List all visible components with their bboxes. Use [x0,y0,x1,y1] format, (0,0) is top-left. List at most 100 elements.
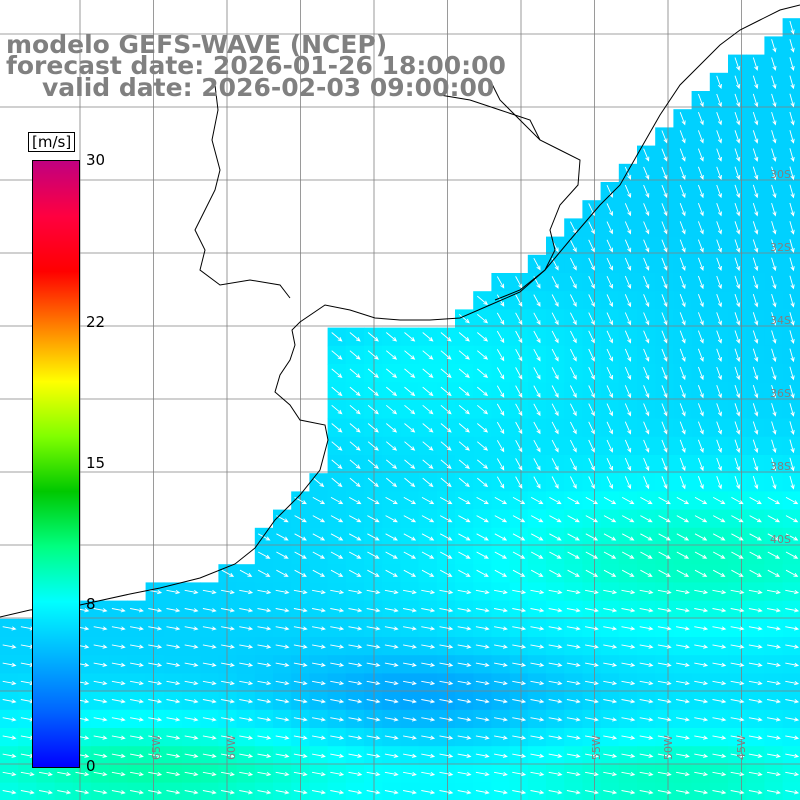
wind-arrow [477,332,489,342]
wind-arrow [257,662,272,667]
wind-arrow [661,421,668,435]
wind-arrow [676,515,690,523]
wind-arrow [148,589,163,595]
wind-arrow [257,771,272,777]
wind-arrow [752,275,759,290]
wind-arrow [512,551,526,559]
wind-arrow [621,551,635,559]
wind-arrow [748,608,763,613]
wind-arrow [694,662,709,667]
wind-arrow [496,458,505,471]
wind-arrow [639,771,654,777]
wind-arrow [734,257,741,272]
wind-arrow [166,699,181,704]
wind-arrow [166,680,181,686]
wind-arrow [221,662,235,667]
wind-arrow [606,385,613,399]
wind-arrow [661,385,668,399]
wind-arrow [330,497,344,505]
wind-arrow [530,589,545,595]
wind-cell [782,91,800,110]
wind-arrow [293,680,308,686]
wind-arrow [166,753,181,758]
wind-arrow [404,459,416,469]
wind-arrow [458,569,471,577]
wind-arrow [752,293,759,308]
wind-arrow [111,753,126,758]
wind-arrow [789,275,795,290]
wind-arrow [697,112,704,126]
wind-arrow [366,771,381,777]
wind-arrow [348,735,363,740]
wind-arrow [148,717,163,722]
wind-arrow [730,662,745,667]
wind-arrow [639,790,654,795]
wind-arrow [752,166,759,181]
wind-arrow [312,589,326,595]
wind-arrow [257,569,271,577]
wind-arrow [439,717,454,722]
wind-arrow [785,551,799,559]
wind-arrow [785,790,800,795]
wind-arrow [512,515,526,523]
wind-arrow [457,589,472,595]
wind-arrow [643,257,650,271]
wind-arrow [475,753,490,758]
wind-arrow [512,790,527,795]
wind-arrow [771,184,777,199]
wind-arrow [661,330,668,344]
wind-arrow [639,608,654,613]
wind-arrow [386,423,398,433]
wind-arrow [403,626,417,631]
wind-arrow [694,626,709,631]
wind-arrow [349,332,361,342]
wind-arrow [439,699,454,704]
wind-arrow [458,533,471,541]
wind-arrow [403,662,417,667]
wind-cell [782,36,800,56]
wind-arrow [734,275,741,290]
wind-arrow [734,184,741,199]
wind-arrow [512,662,527,667]
wind-arrow [475,699,490,704]
wind-arrow [533,257,541,271]
wind-cell [782,200,800,219]
wind-arrow [2,717,17,722]
wind-arrow [403,533,417,541]
colorbar-tick-label: 30 [86,151,106,169]
wind-arrow [789,312,795,326]
wind-arrow [585,589,599,595]
wind-arrow [716,476,722,490]
wind-arrow [440,332,452,342]
wind-arrow [752,130,759,144]
wind-arrow [275,608,290,613]
wind-arrow [606,476,613,490]
wind-arrow [421,589,436,595]
wind-arrow [367,386,379,397]
wind-arrow [566,717,581,722]
wind-arrow [731,551,744,559]
wind-arrow [716,239,722,253]
wind-arrow [2,662,17,667]
wind-arrow [421,626,436,631]
wind-arrow [494,589,508,595]
wind-arrow [221,626,235,631]
wind-arrow [551,348,559,362]
wind-arrow [679,275,686,290]
wind-arrow [530,771,545,777]
wind-arrow [734,403,741,417]
wind-arrow [657,589,672,595]
wind-arrow [348,662,363,667]
wind-arrow [548,699,563,704]
wind-arrow [789,111,795,126]
wind-arrow [657,608,672,613]
wind-arrow [716,403,722,417]
wind-arrow [621,717,636,722]
wind-arrow [643,312,650,326]
wind-arrow [403,644,417,649]
wind-arrow [624,184,632,199]
wind-arrow [621,680,636,686]
wind-arrow [676,790,690,795]
wind-arrow [694,515,708,523]
longitude-label: 45W [735,735,748,760]
